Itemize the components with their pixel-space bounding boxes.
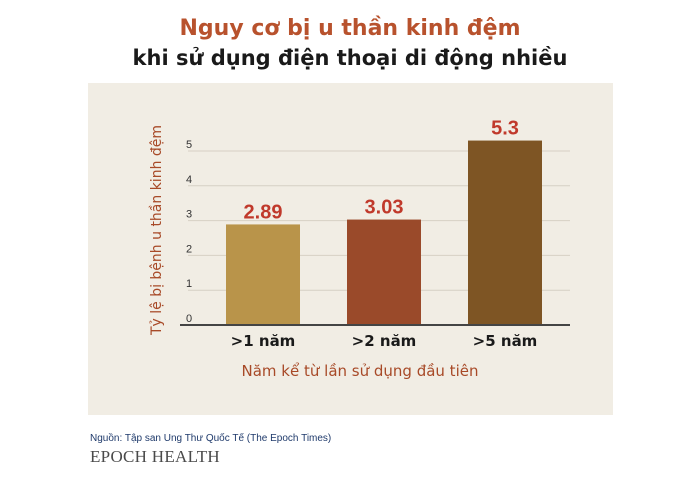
y-tick-label: 5 [186, 139, 192, 151]
y-tick-label: 4 [186, 174, 192, 186]
x-axis-label: Năm kể từ lần sử dụng đầu tiên [242, 362, 479, 380]
y-tick-labels: 0 1 2 3 4 5 [186, 139, 192, 325]
bar [468, 140, 542, 325]
value-labels: 2.89 3.03 5.3 [244, 118, 519, 224]
x-tick-label: >2 năm [352, 332, 417, 350]
y-tick-label: 0 [186, 313, 192, 325]
x-tick-labels: >1 năm >2 năm >5 năm [231, 332, 538, 350]
chart-title: Nguy cơ bị u thần kinh đệm [179, 16, 521, 41]
bar-chart: 0 1 2 3 4 5 2.89 3.03 5.3 >1 năm >2 năm >5 năm Tỷ… [149, 118, 570, 380]
bar [347, 219, 421, 325]
x-tick-label: >1 năm [231, 332, 296, 350]
brand-logo: EPOCH HEALTH [90, 447, 221, 466]
y-tick-label: 1 [186, 278, 192, 290]
value-label: 2.89 [244, 201, 283, 223]
value-label: 5.3 [491, 118, 519, 140]
chart-subtitle: khi sử dụng điện thoại di động nhiều [132, 46, 568, 70]
y-axis-label: Tỷ lệ bị bệnh u thần kinh đệm [149, 125, 165, 336]
x-tick-label: >5 năm [473, 332, 538, 350]
bar [226, 224, 300, 325]
y-tick-label: 3 [186, 209, 192, 221]
source-note: Nguồn: Tập san Ung Thư Quốc Tế (The Epoc… [90, 433, 332, 444]
y-tick-label: 2 [186, 243, 192, 255]
chart-panel: 0 1 2 3 4 5 2.89 3.03 5.3 >1 năm >2 năm >5 năm Tỷ… [88, 83, 613, 415]
value-label: 3.03 [365, 197, 404, 219]
bars [226, 140, 542, 325]
